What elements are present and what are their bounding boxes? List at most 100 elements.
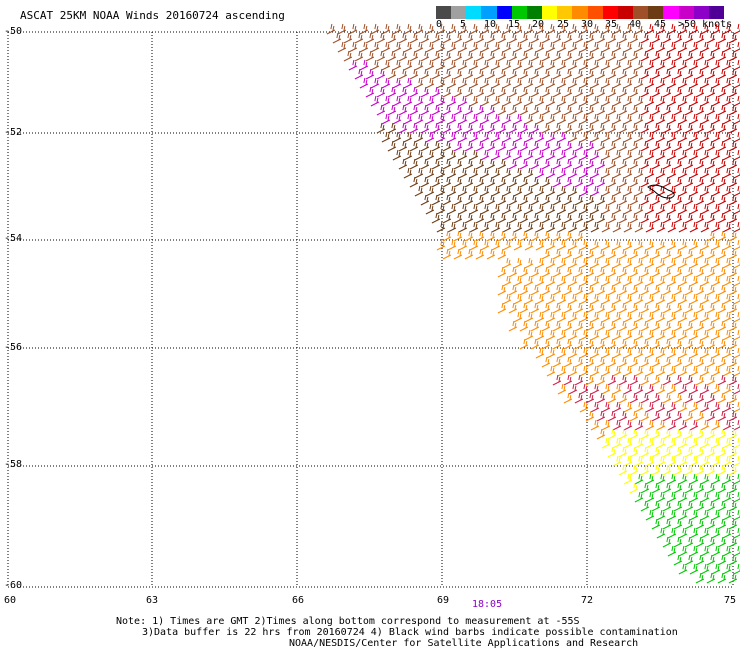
wind-barb — [508, 158, 518, 170]
wind-barb — [695, 158, 705, 170]
wind-barb — [502, 275, 512, 287]
wind-barb — [645, 437, 655, 449]
wind-barb — [590, 23, 600, 35]
wind-barb — [491, 239, 501, 251]
wind-barb — [673, 338, 683, 350]
wind-barb — [447, 131, 457, 143]
wind-barb — [722, 437, 732, 449]
wind-barb — [491, 149, 501, 161]
wind-barb — [700, 545, 710, 557]
island-outline — [647, 184, 675, 199]
wind-barb — [541, 140, 551, 152]
wind-barb — [689, 131, 699, 143]
wind-barb — [546, 185, 556, 197]
wind-barb — [656, 257, 666, 269]
wind-barb — [645, 455, 655, 467]
wind-barb — [684, 392, 694, 404]
wind-barb — [513, 59, 523, 71]
wind-barb — [343, 32, 353, 44]
lon-label: 69 — [437, 595, 450, 606]
wind-barb — [640, 284, 650, 296]
wind-barb — [667, 293, 677, 305]
wind-barb — [387, 32, 397, 44]
wind-barb — [447, 41, 457, 53]
wind-barb — [678, 527, 688, 539]
wind-barb — [700, 419, 710, 431]
wind-barb — [436, 41, 446, 53]
wind-barb — [612, 239, 622, 251]
wind-barb — [662, 464, 672, 476]
wind-barb — [684, 158, 694, 170]
wind-barb — [579, 329, 589, 341]
wind-barb — [596, 284, 606, 296]
wind-barb — [728, 320, 738, 332]
wind-barb — [711, 203, 721, 215]
wind-barb — [425, 149, 435, 161]
wind-barb — [563, 122, 573, 134]
wind-barb — [541, 284, 551, 296]
wind-barb — [409, 104, 419, 116]
wind-barb — [585, 140, 595, 152]
wind-barb — [431, 122, 441, 134]
wind-barb — [711, 185, 721, 197]
wind-barb — [706, 374, 716, 386]
wind-barb — [618, 374, 628, 386]
wind-barb — [447, 95, 457, 107]
wind-barb — [722, 509, 732, 521]
wind-barb — [640, 428, 650, 440]
wind-barb — [667, 77, 677, 89]
wind-barb — [607, 374, 617, 386]
wind-barb — [524, 167, 534, 179]
wind-barb — [607, 446, 617, 458]
wind-barb — [640, 140, 650, 152]
wind-barb — [508, 32, 518, 44]
pass-time-label: 18:05 — [472, 599, 503, 610]
wind-barb — [728, 446, 738, 458]
wind-barb — [524, 311, 534, 323]
wind-barb — [651, 410, 661, 422]
wind-barb — [678, 347, 688, 359]
wind-barb — [722, 239, 732, 251]
wind-barb — [590, 59, 600, 71]
wind-barb — [502, 149, 512, 161]
wind-barb — [667, 311, 677, 323]
colorbar-swatch — [542, 6, 558, 19]
wind-barb — [673, 428, 683, 440]
wind-barb — [502, 239, 512, 251]
wind-barb — [629, 356, 639, 368]
wind-barb — [667, 455, 677, 467]
wind-barb — [700, 383, 710, 395]
wind-barb — [436, 113, 446, 125]
wind-barb — [475, 50, 485, 62]
wind-barb — [678, 257, 688, 269]
colorbar-tick: 40 — [629, 19, 642, 30]
wind-barb — [700, 437, 710, 449]
wind-barb — [673, 518, 683, 530]
wind-barb — [387, 122, 397, 134]
wind-barb — [425, 23, 435, 35]
wind-barb — [623, 437, 633, 449]
wind-barb — [502, 257, 512, 269]
wind-barb — [711, 275, 721, 287]
wind-barb — [667, 95, 677, 107]
wind-barb — [541, 158, 551, 170]
wind-barb — [436, 239, 446, 251]
wind-barb — [447, 23, 457, 35]
wind-barb — [568, 257, 578, 269]
wind-barb — [711, 239, 721, 251]
wind-barb — [629, 104, 639, 116]
wind-barb — [695, 104, 705, 116]
wind-barb — [535, 221, 545, 233]
wind-barb — [612, 167, 622, 179]
wind-barb — [464, 32, 474, 44]
wind-barb — [640, 410, 650, 422]
wind-barb — [623, 59, 633, 71]
wind-barb — [640, 356, 650, 368]
wind-barb — [497, 68, 507, 80]
wind-barb — [717, 428, 727, 440]
wind-barb — [651, 248, 661, 260]
wind-barb — [684, 482, 694, 494]
wind-barb — [453, 212, 463, 224]
wind-barb — [689, 419, 699, 431]
